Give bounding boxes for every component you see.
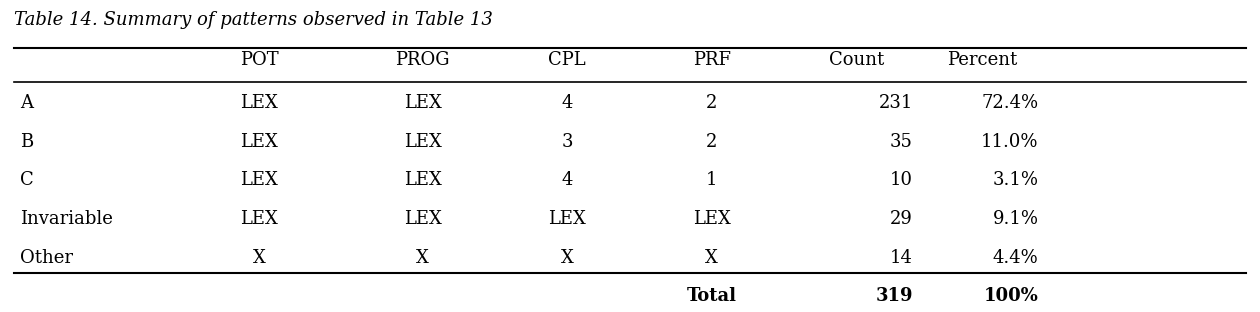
Text: 14: 14 <box>890 249 914 267</box>
Text: LEX: LEX <box>241 210 278 228</box>
Text: 3: 3 <box>562 133 573 151</box>
Text: LEX: LEX <box>241 133 278 151</box>
Text: X: X <box>416 249 428 267</box>
Text: Table 14. Summary of patterns observed in Table 13: Table 14. Summary of patterns observed i… <box>14 11 493 29</box>
Text: 1: 1 <box>706 171 717 189</box>
Text: 4.4%: 4.4% <box>993 249 1038 267</box>
Text: LEX: LEX <box>241 171 278 189</box>
Text: LEX: LEX <box>403 210 441 228</box>
Text: Percent: Percent <box>948 51 1017 69</box>
Text: X: X <box>561 249 573 267</box>
Text: Count: Count <box>829 51 885 69</box>
Text: LEX: LEX <box>548 210 586 228</box>
Text: 29: 29 <box>890 210 914 228</box>
Text: 10: 10 <box>890 171 914 189</box>
Text: LEX: LEX <box>403 133 441 151</box>
Text: Invariable: Invariable <box>20 210 113 228</box>
Text: 72.4%: 72.4% <box>982 94 1038 112</box>
Text: PRF: PRF <box>693 51 731 69</box>
Text: LEX: LEX <box>403 171 441 189</box>
Text: 9.1%: 9.1% <box>993 210 1038 228</box>
Text: 100%: 100% <box>984 287 1038 305</box>
Text: 2: 2 <box>706 133 717 151</box>
Text: LEX: LEX <box>241 94 278 112</box>
Text: 11.0%: 11.0% <box>982 133 1038 151</box>
Text: PROG: PROG <box>396 51 450 69</box>
Text: Total: Total <box>687 287 737 305</box>
Text: X: X <box>253 249 266 267</box>
Text: 4: 4 <box>562 94 573 112</box>
Text: Other: Other <box>20 249 73 267</box>
Text: 2: 2 <box>706 94 717 112</box>
Text: 319: 319 <box>876 287 914 305</box>
Text: LEX: LEX <box>693 210 731 228</box>
Text: C: C <box>20 171 34 189</box>
Text: POT: POT <box>239 51 278 69</box>
Text: A: A <box>20 94 33 112</box>
Text: B: B <box>20 133 34 151</box>
Text: 35: 35 <box>890 133 914 151</box>
Text: X: X <box>706 249 718 267</box>
Text: 4: 4 <box>562 171 573 189</box>
Text: 3.1%: 3.1% <box>993 171 1038 189</box>
Text: LEX: LEX <box>403 94 441 112</box>
Text: 231: 231 <box>878 94 914 112</box>
Text: CPL: CPL <box>548 51 586 69</box>
